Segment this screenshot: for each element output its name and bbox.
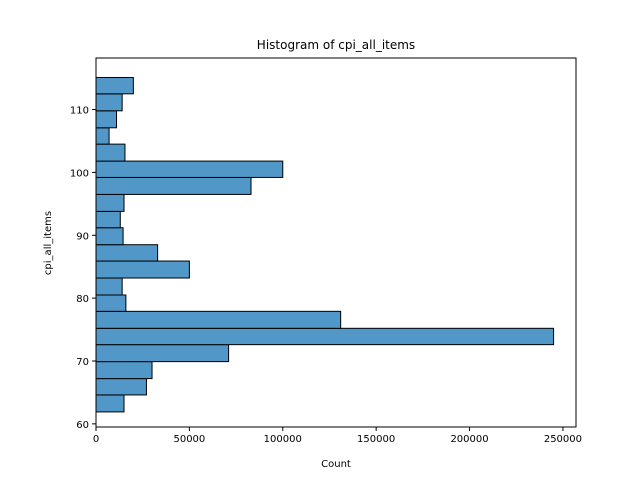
- histogram-bar: [95, 193, 125, 212]
- y-tick-label: 80: [76, 294, 89, 305]
- histogram-bar: [95, 277, 123, 296]
- histogram-bar: [95, 327, 555, 346]
- histogram-bar: [95, 244, 159, 262]
- histogram-bar: [95, 260, 190, 279]
- histogram-bar: [95, 143, 126, 162]
- y-tick-label: 70: [76, 357, 89, 368]
- y-tick-label: 90: [76, 231, 89, 242]
- histogram-bar: [95, 394, 125, 413]
- histogram-bar: [95, 127, 110, 145]
- x-tick-label: 0: [93, 434, 99, 445]
- y-tick-label: 110: [70, 106, 89, 117]
- histogram-bar: [95, 227, 124, 246]
- y-axis-label: cpi_all_items: [43, 211, 54, 275]
- histogram-bar: [95, 378, 147, 396]
- histogram-bar: [95, 176, 252, 195]
- histogram-bar: [95, 160, 284, 178]
- histogram-bar: [95, 93, 123, 112]
- histogram-bar: [95, 76, 134, 95]
- x-tick-label: 250000: [544, 434, 582, 445]
- x-tick-label: 50000: [173, 434, 205, 445]
- x-tick-label: 200000: [450, 434, 488, 445]
- histogram-bar: [95, 310, 342, 329]
- x-tick-label: 150000: [357, 434, 395, 445]
- histogram-bar: [95, 110, 118, 129]
- histogram-bar: [95, 344, 230, 363]
- plot-frame: [95, 57, 577, 428]
- chart-title: Histogram of cpi_all_items: [257, 38, 415, 52]
- histogram-bar: [95, 361, 153, 380]
- y-axis-ticks: 60 70 80 90 100 110: [70, 106, 96, 431]
- histogram-bar: [95, 210, 121, 229]
- x-axis-label: Count: [321, 459, 351, 470]
- x-tick-label: 100000: [264, 434, 302, 445]
- y-tick-label: 60: [76, 420, 89, 431]
- y-tick-label: 100: [70, 168, 89, 179]
- x-axis-ticks: 0 50000 100000 150000 200000 250000: [93, 427, 582, 445]
- histogram-bar: [95, 294, 127, 312]
